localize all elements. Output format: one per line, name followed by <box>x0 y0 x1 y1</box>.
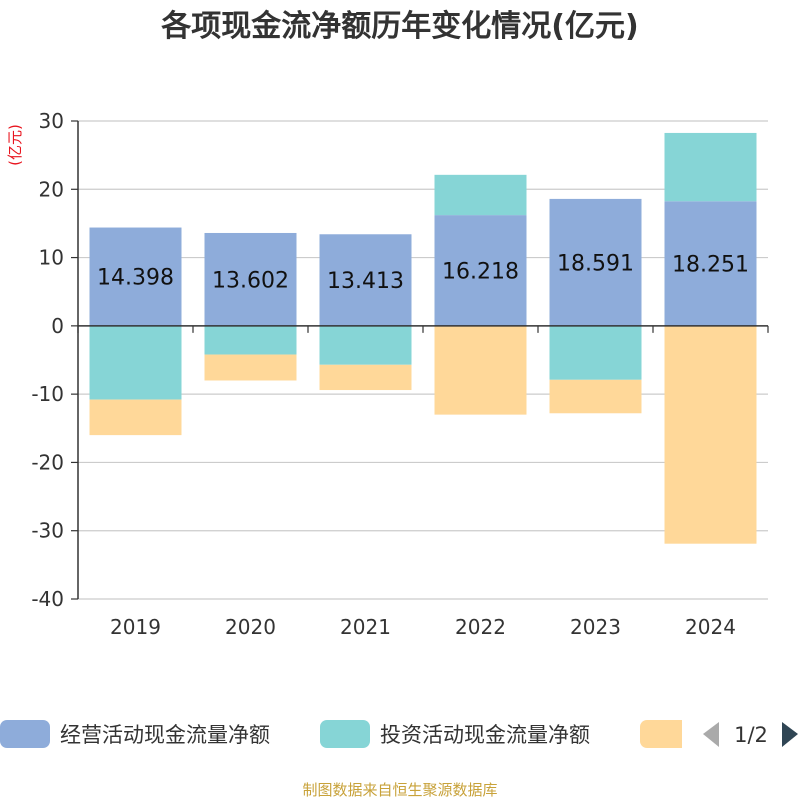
x-tick-label-2022: 2022 <box>455 615 506 639</box>
bar-2022-series-1[interactable] <box>434 174 527 216</box>
bar-2019-series-2[interactable] <box>89 399 182 436</box>
legend-label-1[interactable]: 投资活动现金流量净额 <box>380 723 590 747</box>
bar-2019-series-0[interactable] <box>89 227 182 326</box>
bar-2021-series-0[interactable] <box>319 234 412 326</box>
y-tick-label: 20 <box>39 177 64 201</box>
data-label-2020: 13.602 <box>212 268 289 293</box>
data-label-2021: 13.413 <box>327 269 404 294</box>
bar-2022-series-2[interactable] <box>434 325 527 415</box>
x-tick-label-2020: 2020 <box>225 615 276 639</box>
bar-2020-series-1[interactable] <box>204 325 297 355</box>
bar-2023-series-2[interactable] <box>549 379 642 414</box>
legend-prev-page-icon[interactable] <box>703 722 719 747</box>
bar-2023-series-0[interactable] <box>549 198 642 326</box>
data-label-2022: 16.218 <box>442 259 519 284</box>
y-tick-label: 30 <box>39 109 64 133</box>
bar-2022-series-0[interactable] <box>434 215 527 326</box>
bar-2021-series-2[interactable] <box>319 364 412 391</box>
legend: 经营活动现金流量净额 投资活动现金流量净额 1/2 <box>0 714 798 754</box>
legend-next-page-icon[interactable] <box>782 722 798 747</box>
legend-swatch-1[interactable] <box>320 720 370 748</box>
y-tick-label: -30 <box>31 519 64 543</box>
bar-2024-series-1[interactable] <box>664 132 757 202</box>
bar-2024-series-2[interactable] <box>664 325 757 544</box>
x-tick-label-2023: 2023 <box>570 615 621 639</box>
y-tick-label: -10 <box>31 382 64 406</box>
bar-2020-series-0[interactable] <box>204 232 297 326</box>
x-tick-label-2024: 2024 <box>685 615 736 639</box>
bar-2020-series-2[interactable] <box>204 354 297 381</box>
bar-2023-series-1[interactable] <box>549 325 642 380</box>
y-tick-label: 10 <box>39 246 64 270</box>
legend-clip-mask <box>682 714 700 754</box>
y-tick-label: 0 <box>51 314 64 338</box>
x-tick-label-2021: 2021 <box>340 615 391 639</box>
bars <box>89 132 757 544</box>
grid <box>78 120 768 600</box>
y-axis-unit-label: (亿元) <box>6 124 24 166</box>
y-tick-label: -20 <box>31 450 64 474</box>
x-tick-label-2019: 2019 <box>110 615 161 639</box>
source-note: 制图数据来自恒生聚源数据库 <box>302 781 497 799</box>
data-label-2019: 14.398 <box>97 266 174 291</box>
bar-2024-series-0[interactable] <box>664 201 757 326</box>
bar-2021-series-1[interactable] <box>319 325 412 365</box>
legend-page-indicator: 1/2 <box>734 723 768 747</box>
legend-swatch-2[interactable] <box>640 720 690 748</box>
data-label-2024: 18.251 <box>672 253 749 278</box>
labels: 14.398 13.602 13.413 16.218 18.591 18.251 <box>97 251 749 294</box>
axes: 30 20 10 0 -10 -20 -30 -40 2019 2020 2021 2022 2023 2… <box>31 109 769 639</box>
bar-2019-series-1[interactable] <box>89 325 182 400</box>
y-tick-label: -40 <box>31 587 64 611</box>
data-label-2023: 18.591 <box>557 251 634 276</box>
legend-label-0[interactable]: 经营活动现金流量净额 <box>60 723 270 747</box>
legend-swatch-0[interactable] <box>0 720 50 748</box>
chart-title: 各项现金流净额历年变化情况(亿元) <box>160 9 638 44</box>
